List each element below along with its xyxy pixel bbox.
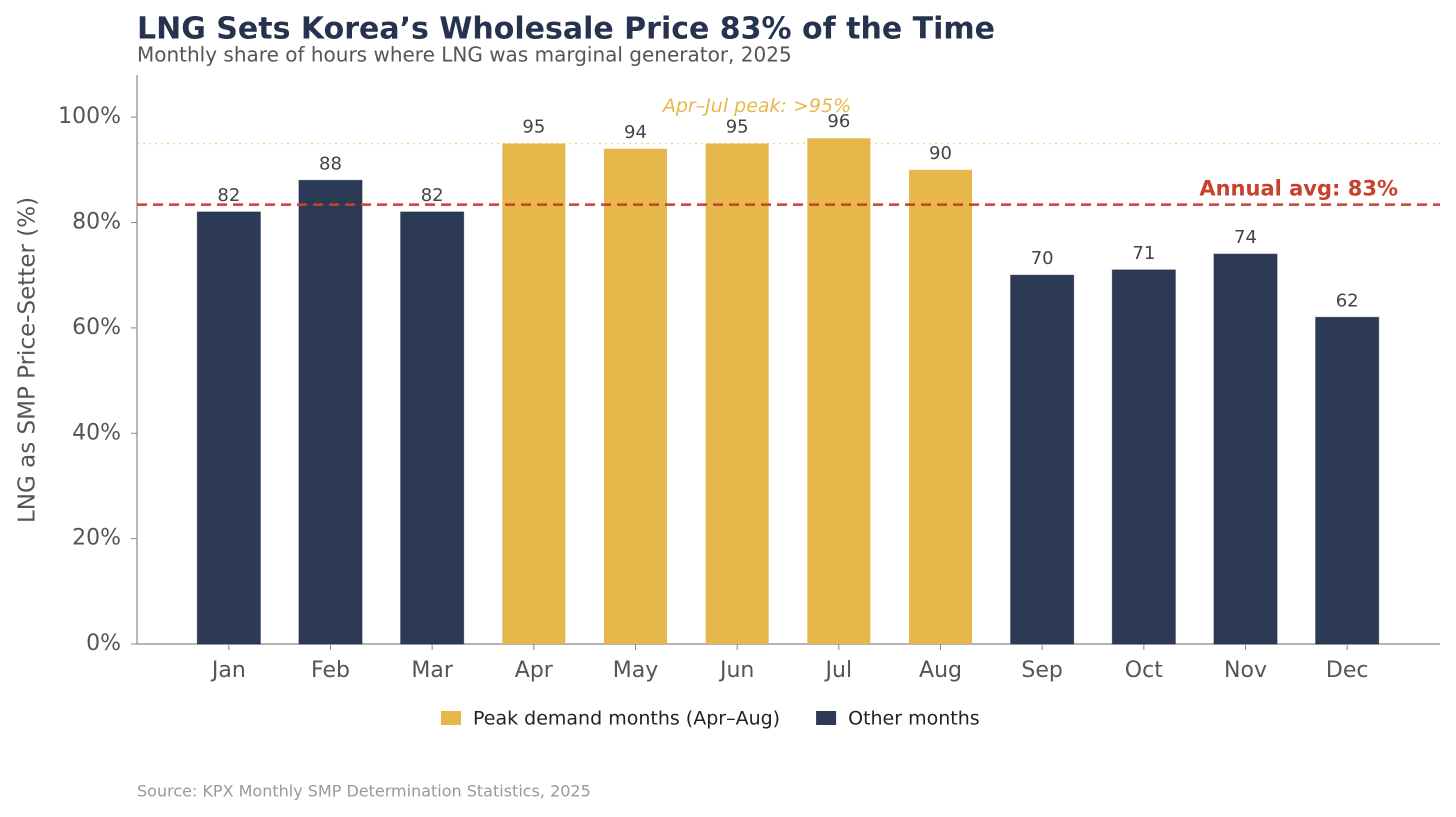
x-tick-label: Jan [210, 658, 246, 683]
legend-swatch [816, 711, 837, 725]
bar [807, 138, 871, 644]
avg-label: Annual avg: 83% [1199, 177, 1398, 201]
bar [298, 179, 363, 645]
y-tick-label: 20% [72, 526, 121, 551]
value-label: 95 [522, 116, 545, 137]
y-tick-label: 40% [72, 420, 121, 445]
legend-swatch [441, 711, 461, 725]
x-tick-label: Apr [515, 658, 554, 683]
x-tick-label: Mar [411, 658, 453, 683]
y-tick-label: 80% [72, 210, 121, 235]
peak-label: Apr–Jul peak: >95% [661, 95, 851, 117]
value-label: 82 [421, 185, 444, 206]
x-tick-label: May [613, 658, 658, 683]
chart-subtitle: Monthly share of hours where LNG was mar… [137, 43, 792, 67]
bar [705, 143, 769, 645]
value-label: 82 [217, 185, 240, 206]
y-axis-label: LNG as SMP Price-Setter (%) [15, 197, 41, 523]
bar [1213, 253, 1278, 645]
legend-label: Peak demand months (Apr–Aug) [473, 708, 780, 730]
value-label: 88 [319, 153, 342, 174]
x-tick-label: Sep [1021, 658, 1062, 683]
x-tick-label: Jun [718, 658, 754, 683]
legend-label: Other months [848, 708, 980, 730]
chart-title: LNG Sets Korea’s Wholesale Price 83% of … [137, 12, 995, 47]
x-tick-label: Jul [824, 658, 853, 683]
value-label: 62 [1336, 290, 1359, 311]
y-tick-label: 60% [72, 315, 121, 340]
x-tick-label: Aug [919, 658, 962, 683]
value-label: 90 [929, 143, 952, 164]
bar [502, 143, 566, 645]
bar [1111, 269, 1176, 645]
bar [1010, 274, 1075, 645]
source-note: Source: KPX Monthly SMP Determination St… [137, 782, 591, 801]
bar [604, 148, 667, 644]
value-label: 74 [1234, 227, 1257, 248]
bar [196, 211, 261, 645]
value-label: 94 [624, 122, 647, 143]
x-tick-label: Dec [1326, 658, 1369, 683]
y-tick-label: 0% [86, 631, 121, 656]
bar [909, 169, 972, 645]
bar [1315, 316, 1380, 645]
x-tick-label: Nov [1224, 658, 1267, 683]
value-label: 70 [1031, 248, 1054, 269]
y-tick-label: 100% [58, 104, 121, 129]
x-tick-label: Feb [311, 658, 350, 683]
value-label: 95 [726, 116, 749, 137]
value-label: 71 [1132, 243, 1155, 264]
bar [400, 211, 465, 645]
x-tick-label: Oct [1125, 658, 1163, 683]
value-label: 96 [827, 111, 850, 132]
